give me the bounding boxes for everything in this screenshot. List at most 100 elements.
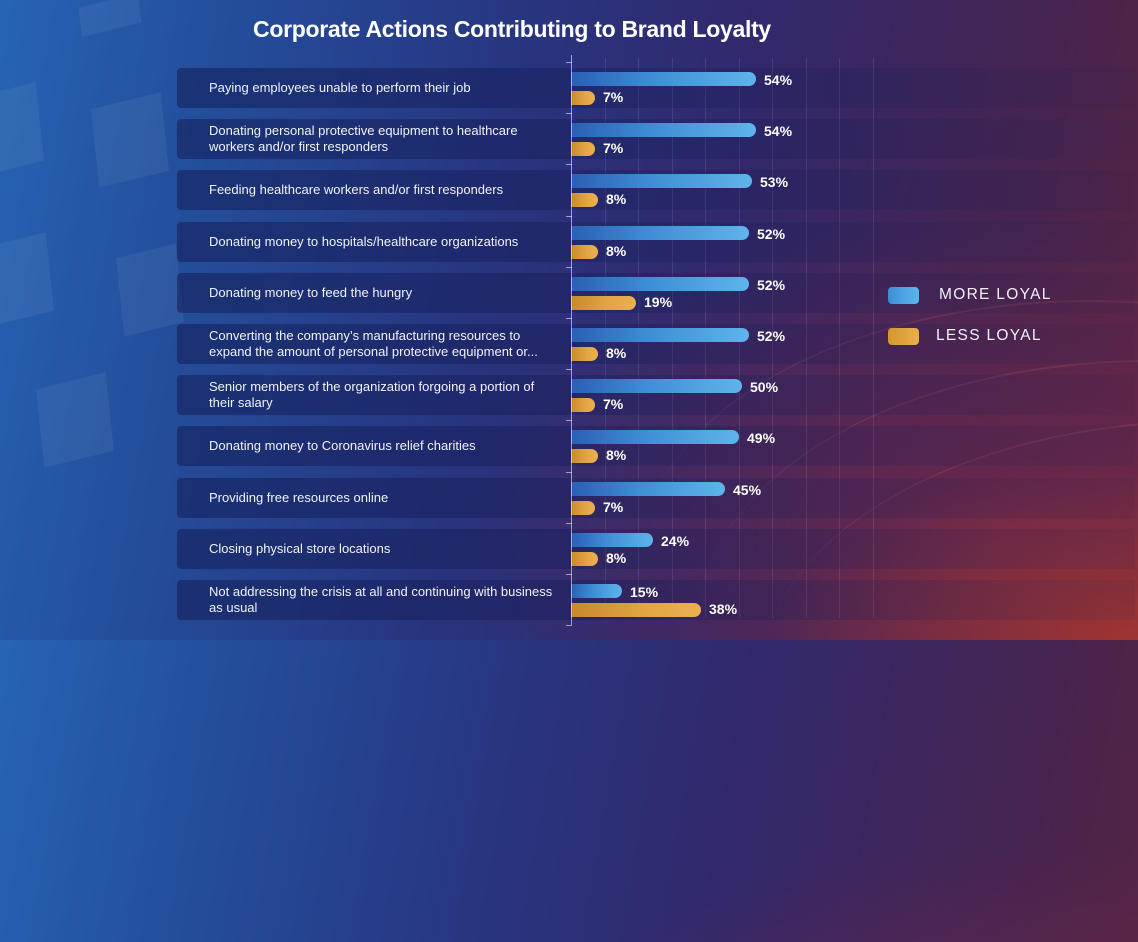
- axis-tick: [566, 574, 572, 575]
- row-label: Not addressing the crisis at all and con…: [209, 584, 553, 615]
- bar-more-loyal: [571, 379, 742, 393]
- axis-tick: [566, 113, 572, 114]
- gridline: [772, 58, 773, 618]
- bar-less-loyal: [571, 449, 598, 463]
- row-label: Donating money to Coronavirus relief cha…: [209, 438, 476, 453]
- chart-row: Providing free resources online 45% 7%: [177, 478, 1137, 518]
- background-tile: [115, 243, 185, 337]
- bar-less-loyal: [571, 501, 595, 515]
- bar-less-loyal: [571, 347, 598, 361]
- background-tile: [36, 372, 114, 468]
- axis-tick: [566, 164, 572, 165]
- background-tile: [0, 232, 54, 328]
- value-label-less-loyal: 8%: [606, 243, 627, 259]
- chart-row: Not addressing the crisis at all and con…: [177, 580, 1137, 620]
- chart-row: Feeding healthcare workers and/or first …: [177, 170, 1137, 210]
- row-label-panel: [177, 529, 575, 569]
- value-label-more-loyal: 53%: [760, 174, 789, 190]
- axis-tick: [566, 523, 572, 524]
- gridline: [839, 58, 840, 618]
- bar-more-loyal: [571, 584, 622, 598]
- value-label-less-loyal: 7%: [603, 140, 624, 156]
- bar-less-loyal: [571, 398, 595, 412]
- value-label-more-loyal: 15%: [630, 584, 659, 600]
- bar-more-loyal: [571, 277, 749, 291]
- legend-label: MORE LOYAL: [939, 286, 1052, 303]
- value-label-more-loyal: 52%: [757, 226, 786, 242]
- axis-tick: [566, 62, 572, 63]
- row-label: Paying employees unable to perform their…: [209, 80, 471, 95]
- value-label-less-loyal: 38%: [709, 601, 738, 617]
- value-label-more-loyal: 24%: [661, 533, 690, 549]
- background-tile: [91, 92, 169, 188]
- value-label-less-loyal: 7%: [603, 396, 624, 412]
- row-label: Providing free resources online: [209, 490, 389, 505]
- chart-row: Closing physical store locations 24% 8%: [177, 529, 1137, 569]
- chart-row: Paying employees unable to perform their…: [177, 68, 1137, 108]
- value-label-less-loyal: 8%: [606, 447, 627, 463]
- row-label: Senior members of the organization forgo…: [209, 379, 535, 410]
- row-label-panel: [177, 478, 575, 518]
- bar-less-loyal: [571, 552, 598, 566]
- axis-tick: [566, 472, 572, 473]
- background-tile: [0, 82, 44, 178]
- axis-tick: [566, 267, 572, 268]
- axis-tick: [566, 369, 572, 370]
- value-label-more-loyal: 52%: [757, 328, 786, 344]
- bar-less-loyal: [571, 296, 636, 310]
- row-label: Closing physical store locations: [209, 541, 391, 556]
- bar-more-loyal: [571, 174, 752, 188]
- chart-row: Donating money to Coronavirus relief cha…: [177, 426, 1137, 466]
- chart-row: Converting the company’s manufacturing r…: [177, 324, 1137, 364]
- bar-more-loyal: [571, 72, 756, 86]
- legend-swatch-less-loyal: [888, 327, 919, 345]
- axis-tick: [566, 420, 572, 421]
- gridline: [805, 58, 807, 618]
- chart-title: Corporate Actions Contributing to Brand …: [253, 16, 771, 42]
- bar-more-loyal: [571, 430, 739, 444]
- chart-row: Donating money to hospitals/healthcare o…: [177, 222, 1137, 262]
- value-label-less-loyal: 8%: [606, 191, 627, 207]
- axis-tick: [566, 625, 572, 626]
- row-label: Feeding healthcare workers and/or first …: [209, 182, 504, 197]
- chart-row: Donating money to feed the hungry 52% 19%: [177, 273, 1137, 313]
- value-label-more-loyal: 52%: [757, 277, 786, 293]
- axis-tick: [566, 318, 572, 319]
- chart-row: Senior members of the organization forgo…: [177, 375, 1137, 415]
- value-label-more-loyal: 45%: [733, 482, 762, 498]
- bar-less-loyal: [571, 91, 595, 105]
- bar-less-loyal: [571, 142, 595, 156]
- bar-less-loyal: [571, 603, 701, 617]
- bar-more-loyal: [571, 328, 749, 342]
- row-label-panel: [177, 375, 575, 415]
- row-label: Donating money to hospitals/healthcare o…: [209, 234, 519, 249]
- legend-label: LESS LOYAL: [936, 327, 1042, 344]
- gridline: [872, 58, 874, 618]
- chart-axis: [571, 55, 572, 625]
- value-label-less-loyal: 7%: [603, 89, 624, 105]
- value-label-less-loyal: 19%: [644, 294, 673, 310]
- row-label-panel: [177, 324, 575, 364]
- row-label-panel: [177, 170, 575, 210]
- row-label-panel: [177, 222, 575, 262]
- row-label-panel: [177, 580, 575, 620]
- bar-more-loyal: [571, 533, 653, 547]
- bar-more-loyal: [571, 123, 756, 137]
- legend-item-more-loyal: MORE LOYAL: [888, 286, 1052, 304]
- value-label-less-loyal: 8%: [606, 550, 627, 566]
- row-band: [575, 529, 1135, 569]
- value-label-less-loyal: 7%: [603, 499, 624, 515]
- legend-swatch-more-loyal: [888, 286, 919, 304]
- chart-row: Donating personal protective equipment t…: [177, 119, 1137, 159]
- legend-item-less-loyal: LESS LOYAL: [888, 327, 1042, 345]
- bar-less-loyal: [571, 245, 598, 259]
- row-label-panel: [177, 68, 575, 108]
- bar-more-loyal: [571, 226, 749, 240]
- row-label-panel: [177, 119, 575, 159]
- row-label: Donating personal protective equipment t…: [209, 123, 518, 154]
- bar-more-loyal: [571, 482, 725, 496]
- row-label: Donating money to feed the hungry: [209, 285, 413, 300]
- value-label-more-loyal: 50%: [750, 379, 779, 395]
- value-label-more-loyal: 49%: [747, 430, 776, 446]
- row-label-panel: [177, 273, 575, 313]
